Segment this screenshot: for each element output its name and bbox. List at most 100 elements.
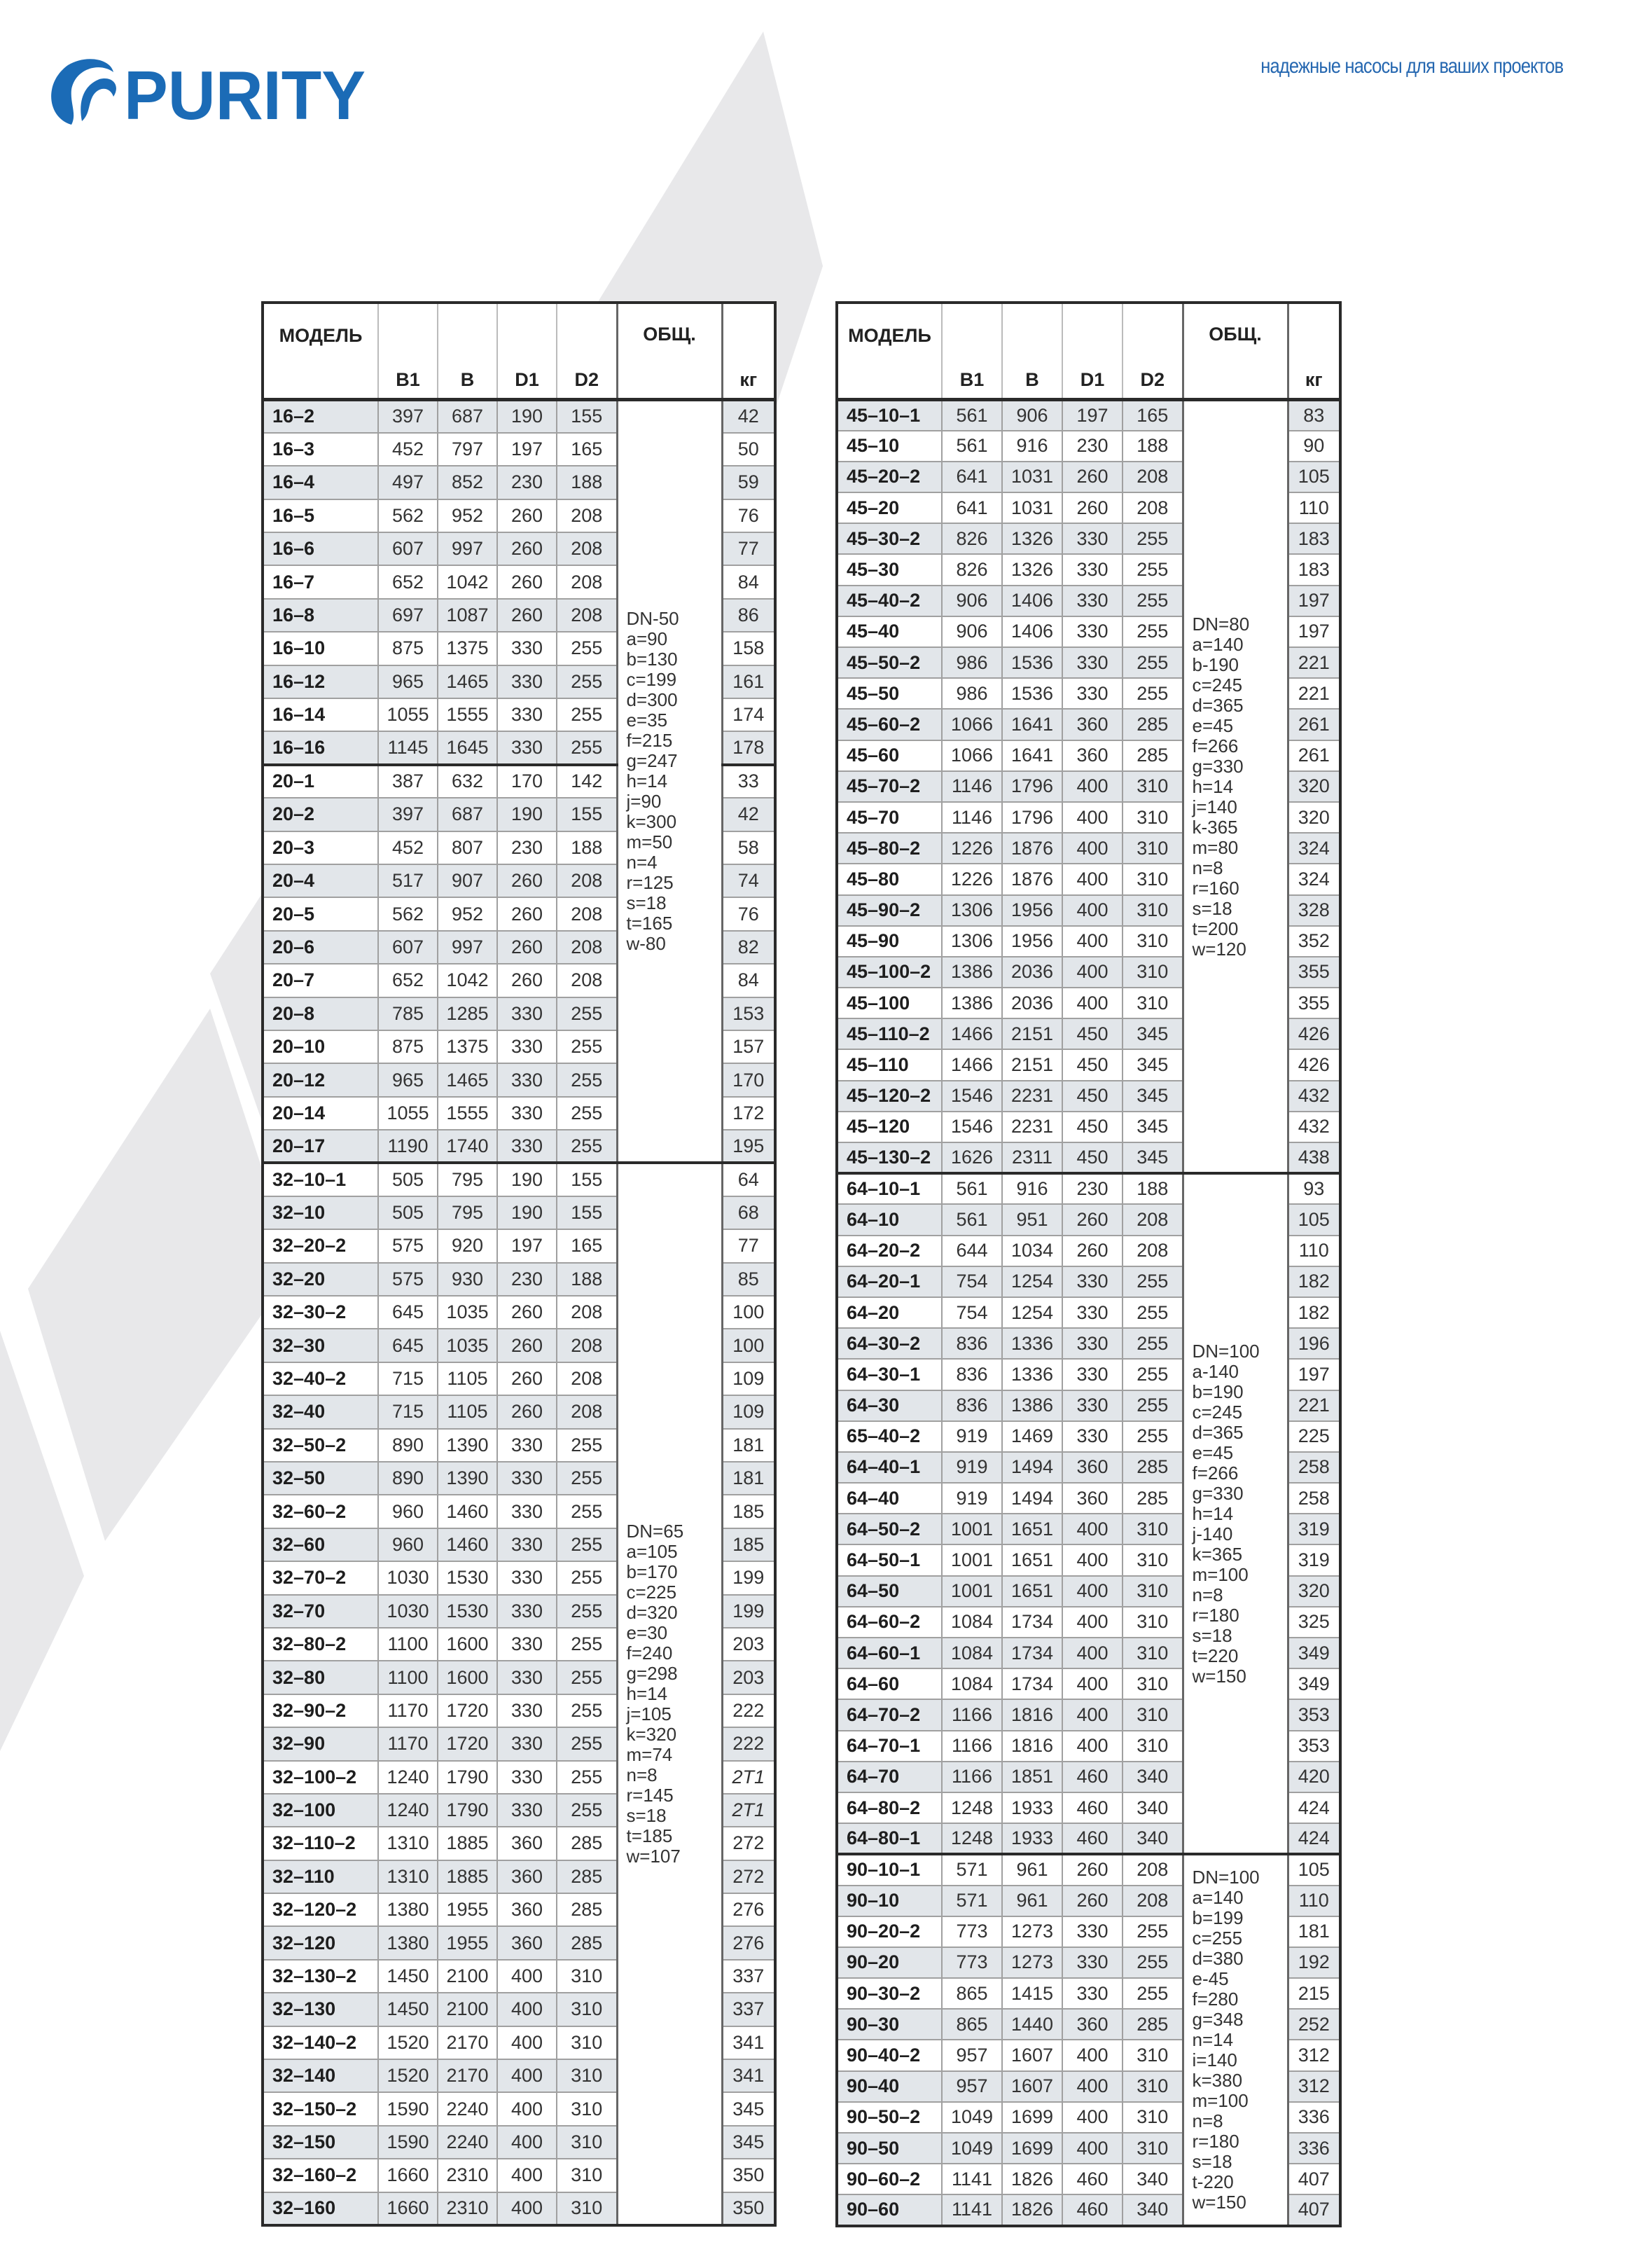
cell-b1: 1055 xyxy=(377,698,438,733)
cell-d2: 255 xyxy=(556,1693,618,1729)
table-row: 20–2 397 687 190 155 42 xyxy=(262,797,776,832)
table-row: 16–10 875 1375 330 255 158 xyxy=(262,631,776,666)
cell-kg: 221 xyxy=(1287,677,1341,710)
cell-d1: 330 xyxy=(496,1561,557,1596)
cell-b: 1651 xyxy=(1001,1575,1063,1607)
cell-kg: 276 xyxy=(721,1893,776,1928)
cell-d1: 360 xyxy=(496,1859,557,1895)
cell-d2: 208 xyxy=(1122,460,1183,494)
cell-kg: 170 xyxy=(721,1063,776,1098)
cell-b: 1536 xyxy=(1001,646,1063,679)
table-row: 90–10 571 961 260 208 110 xyxy=(836,1884,1341,1917)
table-header: МОДЕЛЬ B1 B D1 D2 ОБЩ. кг xyxy=(836,303,1340,401)
table-row: 65–40–2 919 1469 330 255 225 xyxy=(836,1420,1341,1453)
cell-kg: 341 xyxy=(721,2025,776,2061)
cell-d2: 255 xyxy=(1122,1389,1183,1422)
cell-b: 961 xyxy=(1001,1853,1063,1886)
cell-d2: 255 xyxy=(1122,615,1183,649)
cell-kg: 76 xyxy=(721,897,776,932)
cell-model: 45–100–2 xyxy=(836,955,943,989)
cell-d2: 310 xyxy=(1122,1699,1183,1731)
cell-d2: 345 xyxy=(1122,1141,1183,1175)
cell-model: 32–30 xyxy=(262,1328,379,1363)
cell-d2: 255 xyxy=(1122,646,1183,679)
cell-kg: 345 xyxy=(721,2124,776,2160)
cell-b1: 1055 xyxy=(377,1095,438,1131)
cell-d1: 400 xyxy=(1062,863,1123,896)
cell-d1: 330 xyxy=(496,996,557,1031)
cell-b: 795 xyxy=(437,1161,498,1197)
cell-kg: 320 xyxy=(1287,801,1341,834)
cell-d2: 255 xyxy=(556,664,618,700)
cell-b1: 919 xyxy=(941,1451,1003,1484)
table-row: 20–14 1055 1555 330 255 172 xyxy=(262,1095,776,1131)
table-row: 32–130 1450 2100 400 310 337 xyxy=(262,1992,776,2027)
cell-kg: 192 xyxy=(1287,1946,1341,1979)
cell-model: 32–120 xyxy=(262,1925,379,1961)
cell-b1: 397 xyxy=(377,797,438,832)
cell-model: 20–17 xyxy=(262,1129,379,1164)
cell-model: 45–120–2 xyxy=(836,1079,943,1112)
cell-model: 45–40–2 xyxy=(836,584,943,617)
cell-kg: 341 xyxy=(721,2059,776,2094)
cell-kg: 185 xyxy=(721,1494,776,1529)
cell-d2: 155 xyxy=(556,797,618,832)
cell-b1: 1141 xyxy=(941,2163,1003,2196)
cell-d2: 285 xyxy=(556,1893,618,1928)
table-row: 64–80–1 1248 1933 460 340 424 xyxy=(836,1823,1341,1855)
cell-b: 1816 xyxy=(1001,1729,1063,1762)
table-row: 16–2 397 687 190 155 DN-50 a=90 b=130 c=199 d… xyxy=(262,399,776,1164)
cell-d2: 255 xyxy=(556,1660,618,1695)
cell-kg: 178 xyxy=(721,731,776,766)
cell-d2: 255 xyxy=(556,631,618,666)
cell-d2: 208 xyxy=(556,1361,618,1397)
cell-b1: 607 xyxy=(377,929,438,965)
cell-b: 1734 xyxy=(1001,1605,1063,1639)
cell-d2: 310 xyxy=(556,2124,618,2160)
cell-kg: 85 xyxy=(721,1261,776,1297)
cell-kg: 352 xyxy=(1287,925,1341,957)
cell-b: 2036 xyxy=(1001,987,1063,1020)
cell-model: 45–110–2 xyxy=(836,1018,943,1051)
cell-d2: 310 xyxy=(1122,1668,1183,1701)
cell-model: 20–5 xyxy=(262,897,379,932)
cell-b1: 826 xyxy=(941,553,1003,586)
cell-b1: 571 xyxy=(941,1884,1003,1917)
cell-b1: 452 xyxy=(377,830,438,865)
cell-d1: 260 xyxy=(1062,1234,1123,1267)
table-row: 16–8 697 1087 260 208 86 xyxy=(262,597,776,633)
cell-b: 952 xyxy=(437,498,498,534)
cell-b1: 773 xyxy=(941,1946,1003,1979)
cell-d2: 208 xyxy=(556,532,618,567)
cell-kg: 324 xyxy=(1287,863,1341,896)
cell-kg: 84 xyxy=(721,565,776,600)
cell-d1: 260 xyxy=(496,929,557,965)
cell-d2: 310 xyxy=(1122,1636,1183,1670)
cell-b: 2231 xyxy=(1001,1110,1063,1144)
cell-d1: 400 xyxy=(1062,801,1123,834)
table-row: 32–50–2 890 1390 330 255 181 xyxy=(262,1427,776,1463)
cell-b: 1494 xyxy=(1001,1451,1063,1484)
cell-d1: 330 xyxy=(496,1527,557,1563)
cell-b: 952 xyxy=(437,897,498,932)
table-row: 32–160 1660 2310 400 310 350 xyxy=(262,2191,776,2226)
table-row: 45–70–2 1146 1796 400 310 320 xyxy=(836,770,1341,803)
cell-kg: 181 xyxy=(721,1460,776,1496)
cell-d2: 165 xyxy=(556,431,618,467)
cell-b1: 1466 xyxy=(941,1049,1003,1081)
cell-b: 795 xyxy=(437,1195,498,1231)
table-row: 64–10–1 561 916 230 188 DN=100 a-140 b=190 c=… xyxy=(836,1172,1341,1855)
cell-model: 64–50–2 xyxy=(836,1513,943,1546)
cell-d2: 188 xyxy=(556,1261,618,1297)
cell-model: 64–20 xyxy=(836,1296,943,1329)
cell-model: 64–60 xyxy=(836,1668,943,1701)
cell-b1: 1520 xyxy=(377,2025,438,2061)
table-body: 16–2 397 687 190 155 DN-50 a=90 b=130 c=199 d… xyxy=(262,399,776,2226)
cell-model: 32–140 xyxy=(262,2059,379,2094)
cell-b1: 919 xyxy=(941,1482,1003,1515)
cell-b: 2170 xyxy=(437,2025,498,2061)
cell-b: 1876 xyxy=(1001,863,1063,896)
cell-kg: 68 xyxy=(721,1195,776,1231)
cell-d1: 400 xyxy=(1062,2070,1123,2103)
cell-model: 16–12 xyxy=(262,664,379,700)
